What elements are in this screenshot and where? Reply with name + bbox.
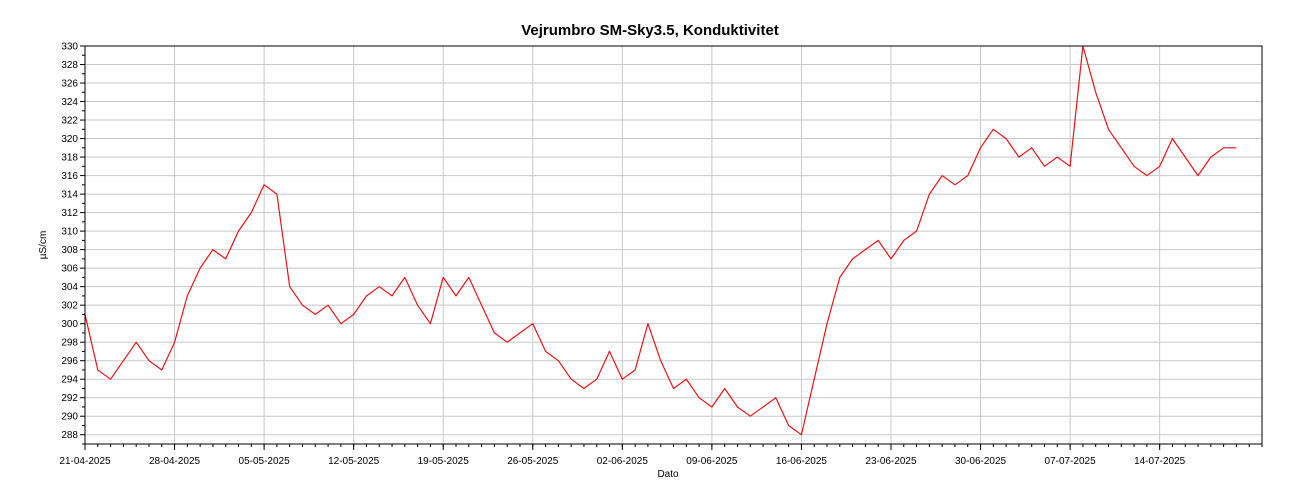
- y-axis-ticks: 288 290 292 294 296 298 300 302 304 306 308 310 312 3…: [61, 42, 85, 445]
- x-tick-label: 07-07-2025: [1045, 456, 1097, 467]
- y-tick-label: 308: [61, 245, 78, 256]
- y-tick-label: 318: [61, 153, 78, 164]
- chart-title: Vejrumbro SM-Sky3.5, Konduktivitet: [521, 22, 779, 39]
- y-tick-label: 296: [61, 356, 78, 367]
- series-line: [84, 45, 1237, 436]
- x-tick-label: 09-06-2025: [686, 456, 738, 467]
- y-tick-label: 298: [61, 338, 78, 349]
- y-tick-label: 290: [61, 412, 78, 423]
- y-tick-label: 320: [61, 134, 78, 145]
- x-tick-label: 02-06-2025: [597, 456, 649, 467]
- x-tick-label: 21-04-2025: [59, 456, 111, 467]
- y-tick-label: 304: [61, 282, 78, 293]
- y-tick-label: 328: [61, 60, 78, 71]
- x-tick-label: 28-04-2025: [149, 456, 201, 467]
- y-tick-label: 310: [61, 227, 78, 238]
- x-tick-label: 26-05-2025: [507, 456, 559, 467]
- x-axis-label: Dato: [657, 469, 679, 480]
- x-tick-label: 19-05-2025: [418, 456, 470, 467]
- y-tick-label: 314: [61, 190, 78, 201]
- x-tick-label: 05-05-2025: [239, 456, 291, 467]
- y-tick-label: 300: [61, 319, 78, 330]
- y-tick-label: 330: [61, 42, 78, 53]
- x-tick-label: 12-05-2025: [328, 456, 380, 467]
- x-tick-label: 16-06-2025: [776, 456, 828, 467]
- y-tick-label: 292: [61, 393, 78, 404]
- y-tick-label: 302: [61, 301, 78, 312]
- x-tick-label: 30-06-2025: [955, 456, 1007, 467]
- y-tick-label: 324: [61, 97, 78, 108]
- y-tick-label: 312: [61, 208, 78, 219]
- y-tick-label: 306: [61, 264, 78, 275]
- y-tick-label: 294: [61, 375, 78, 386]
- y-tick-label: 288: [61, 430, 78, 441]
- y-tick-label: 326: [61, 79, 78, 90]
- x-axis-ticks: 21-04-2025 28-04-2025 05-05-2025 12-05-2025…: [59, 444, 1263, 467]
- x-tick-label: 14-07-2025: [1134, 456, 1186, 467]
- x-tick-label: 23-06-2025: [865, 456, 917, 467]
- y-tick-label: 322: [61, 116, 78, 127]
- y-tick-label: 316: [61, 171, 78, 182]
- y-axis-label: µS/cm: [38, 231, 49, 260]
